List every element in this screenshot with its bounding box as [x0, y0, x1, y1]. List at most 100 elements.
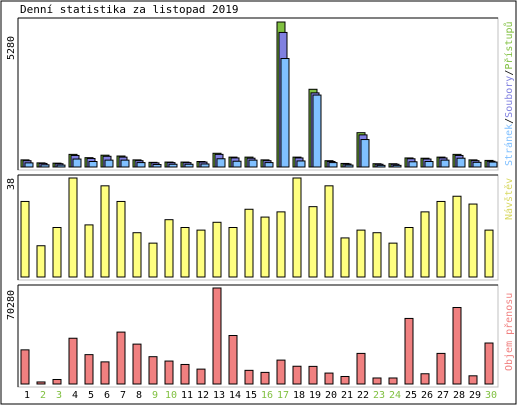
panel-frame-2 — [17, 174, 499, 281]
bar-stránek-9 — [152, 164, 162, 168]
bar-stránek-20 — [328, 162, 338, 168]
bar-volume-8 — [132, 343, 142, 385]
legend-top-part-3: Přístupů — [503, 21, 515, 69]
day-label-5: 5 — [88, 390, 94, 401]
day-label-1: 1 — [24, 390, 30, 401]
bar-volume-4 — [68, 337, 78, 385]
bar-visits-13 — [212, 221, 222, 278]
y-max-label-2: 38 — [6, 178, 17, 190]
bar-volume-23 — [372, 377, 382, 385]
bar-volume-10 — [164, 360, 174, 385]
bar-visits-26 — [420, 211, 430, 278]
bar-stránek-15 — [248, 159, 258, 168]
bar-volume-30 — [484, 342, 494, 385]
day-label-15: 15 — [245, 390, 257, 401]
panel-frame-1 — [17, 17, 499, 171]
y-max-label-3: 70280 — [6, 290, 17, 320]
bar-stránek-26 — [424, 161, 434, 168]
legend-top-sep-1: / — [504, 118, 515, 124]
bar-visits-17 — [276, 211, 286, 278]
day-label-27: 27 — [437, 390, 449, 401]
bar-visits-6 — [100, 185, 110, 278]
bar-volume-14 — [228, 335, 238, 385]
bar-visits-16 — [260, 216, 270, 278]
legend-middle: Návštěv — [503, 178, 515, 220]
bar-visits-23 — [372, 232, 382, 278]
legend-top-sep-2: / — [504, 70, 515, 76]
bar-visits-9 — [148, 242, 158, 278]
bar-volume-5 — [84, 354, 94, 385]
bar-stránek-17 — [280, 58, 290, 168]
bar-visits-8 — [132, 232, 142, 278]
day-label-6: 6 — [104, 390, 110, 401]
bar-visits-14 — [228, 227, 238, 278]
legend-top-part-2: Soubory — [504, 76, 515, 118]
bar-volume-29 — [468, 375, 478, 385]
bar-visits-12 — [196, 229, 206, 278]
bar-volume-19 — [308, 365, 318, 385]
bar-visits-19 — [308, 206, 318, 278]
bar-stránek-12 — [200, 163, 210, 168]
day-label-26: 26 — [421, 390, 433, 401]
bar-volume-9 — [148, 356, 158, 385]
bar-stránek-13 — [216, 158, 226, 168]
bar-stránek-30 — [488, 161, 498, 168]
bar-visits-30 — [484, 229, 494, 278]
bar-stránek-21 — [344, 164, 354, 168]
bar-volume-22 — [356, 352, 366, 385]
day-label-29: 29 — [469, 390, 481, 401]
day-label-24: 24 — [389, 390, 401, 401]
bar-visits-7 — [116, 200, 126, 278]
bar-stránek-19 — [312, 94, 322, 168]
bar-volume-18 — [292, 365, 302, 385]
bar-visits-18 — [292, 177, 302, 278]
bar-stránek-25 — [408, 161, 418, 168]
bar-stránek-10 — [168, 163, 178, 168]
bar-volume-16 — [260, 371, 270, 385]
bar-volume-24 — [388, 377, 398, 385]
day-label-11: 11 — [181, 390, 193, 401]
day-label-9: 9 — [152, 390, 158, 401]
legend-top: Stránek/Soubory/Přístupů — [503, 21, 515, 166]
day-label-22: 22 — [357, 390, 369, 401]
day-label-19: 19 — [309, 390, 321, 401]
bar-stránek-4 — [72, 158, 82, 168]
bar-volume-2 — [36, 381, 46, 385]
bar-visits-24 — [388, 242, 398, 278]
bar-stránek-1 — [24, 162, 34, 168]
bar-visits-22 — [356, 229, 366, 278]
bar-stránek-5 — [88, 161, 98, 168]
bar-stránek-29 — [472, 161, 482, 168]
legend-top-part-1: Stránek — [503, 124, 515, 166]
day-label-12: 12 — [197, 390, 209, 401]
day-label-7: 7 — [120, 390, 126, 401]
bar-visits-11 — [180, 227, 190, 278]
day-label-17: 17 — [277, 390, 289, 401]
bar-stránek-22 — [360, 139, 370, 168]
bar-visits-21 — [340, 237, 350, 278]
y-max-label-1: 5280 — [6, 36, 17, 60]
bar-stránek-8 — [136, 162, 146, 168]
bar-stránek-2 — [40, 164, 50, 168]
bar-volume-26 — [420, 373, 430, 385]
bar-visits-1 — [20, 200, 30, 278]
bar-volume-28 — [452, 307, 462, 385]
bar-stránek-14 — [232, 160, 242, 168]
bar-volume-11 — [180, 363, 190, 385]
day-label-28: 28 — [453, 390, 465, 401]
day-label-30: 30 — [485, 390, 497, 401]
bar-visits-2 — [36, 245, 46, 278]
bar-stránek-7 — [120, 159, 130, 168]
day-label-8: 8 — [136, 390, 142, 401]
day-label-4: 4 — [72, 390, 78, 401]
bar-visits-15 — [244, 208, 254, 278]
bar-stránek-23 — [376, 164, 386, 168]
day-label-2: 2 — [40, 390, 46, 401]
day-label-16: 16 — [261, 390, 273, 401]
day-label-23: 23 — [373, 390, 385, 401]
day-label-25: 25 — [405, 390, 417, 401]
chart-title: Denní statistika za listopad 2019 — [20, 3, 239, 16]
